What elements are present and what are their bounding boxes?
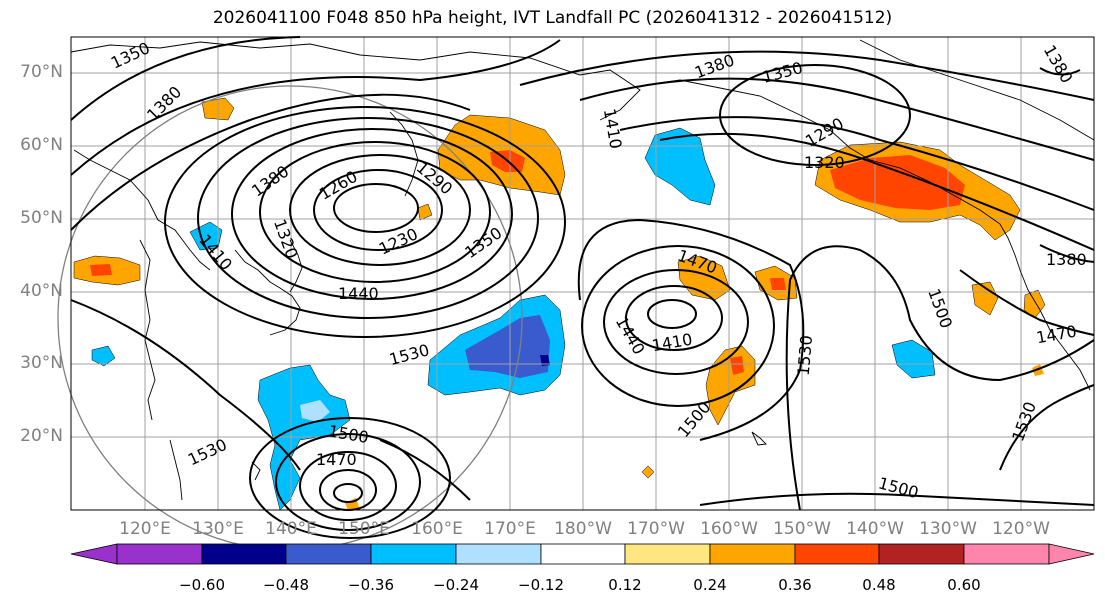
- colorbar-bin: [878, 543, 965, 565]
- colorbar-bin: [963, 543, 1050, 565]
- lat-label: 30°N: [20, 353, 63, 373]
- colorbar-bin: [116, 543, 203, 565]
- colorbar-bin: [285, 543, 372, 565]
- colorbar-tick-label: −0.36: [348, 576, 394, 594]
- contour-label: 1530: [794, 334, 816, 376]
- lon-label: 120°W: [992, 519, 1050, 539]
- lon-label: 170°W: [627, 519, 685, 539]
- lon-label: 140°W: [846, 519, 904, 539]
- contour-label: 1320: [804, 153, 845, 172]
- colorbar-tick-label: −0.60: [179, 576, 225, 594]
- shade-red-alaska: [830, 155, 965, 210]
- lon-label: 150°E: [338, 519, 390, 539]
- colorbar-bin: [624, 543, 711, 565]
- contour-label: 1380: [1046, 250, 1087, 269]
- lon-label: 160°E: [411, 519, 463, 539]
- lon-label: 130°W: [919, 519, 977, 539]
- shade-red-china: [90, 264, 112, 276]
- lon-label: 170°E: [484, 519, 536, 539]
- lat-label: 60°N: [20, 135, 63, 155]
- colorbar-bin: [794, 543, 880, 565]
- colorbar-bin: [455, 543, 542, 565]
- map-frame: [70, 36, 1095, 511]
- colorbar-tick-label: −0.48: [263, 576, 309, 594]
- colorbar-tick-label: 0.60: [947, 576, 981, 594]
- colorbar-tick-label: 0.24: [693, 576, 727, 594]
- contour-label: 1470: [316, 450, 357, 469]
- shade-orange-mex: [1023, 289, 1046, 319]
- shade-orange-dot3: [417, 203, 433, 221]
- colorbar-extend-right: [1048, 543, 1095, 565]
- colorbar-tick-label: 0.48: [862, 576, 896, 594]
- colorbar-tick-label: −0.24: [433, 576, 479, 594]
- shade-orange-baja: [971, 281, 999, 316]
- lon-label: 180°W: [554, 519, 612, 539]
- colorbar-bin: [709, 543, 796, 565]
- height-contours: [70, 36, 1095, 539]
- colorbar-tick-label: 0.12: [608, 576, 642, 594]
- lon-label: 130°E: [192, 519, 244, 539]
- shade-red-c3: [730, 356, 744, 375]
- colorbar-bin: [370, 543, 457, 565]
- lon-label: 140°E: [265, 519, 317, 539]
- lon-label: 160°W: [700, 519, 758, 539]
- shade-cyan-korea: [91, 345, 116, 367]
- coastlines: [70, 39, 1095, 501]
- lat-label: 40°N: [20, 281, 63, 301]
- colorbar: [70, 543, 1095, 565]
- map-title: 2026041100 F048 850 hPa height, IVT Land…: [212, 8, 893, 28]
- shade-orange-dot: [641, 465, 655, 479]
- lat-label: 50°N: [20, 208, 63, 228]
- shade-red-c2: [770, 278, 786, 290]
- shade-cyan-hawaii-ne: [891, 339, 936, 379]
- colorbar-bin: [540, 543, 626, 565]
- lon-label: 120°E: [119, 519, 171, 539]
- lon-label: 150°W: [773, 519, 831, 539]
- shade-navy-central: [540, 355, 550, 366]
- colorbar-tick-label: −0.12: [518, 576, 564, 594]
- shade-lightblue-west: [300, 400, 330, 422]
- colorbar-tick-label: 0.36: [778, 576, 812, 594]
- contour-label: 1440: [338, 284, 379, 303]
- colorbar-extend-left: [70, 543, 118, 565]
- lat-label: 70°N: [20, 62, 63, 82]
- colorbar-bin: [201, 543, 287, 565]
- lat-label: 20°N: [20, 426, 63, 446]
- shade-blue-central: [465, 315, 550, 378]
